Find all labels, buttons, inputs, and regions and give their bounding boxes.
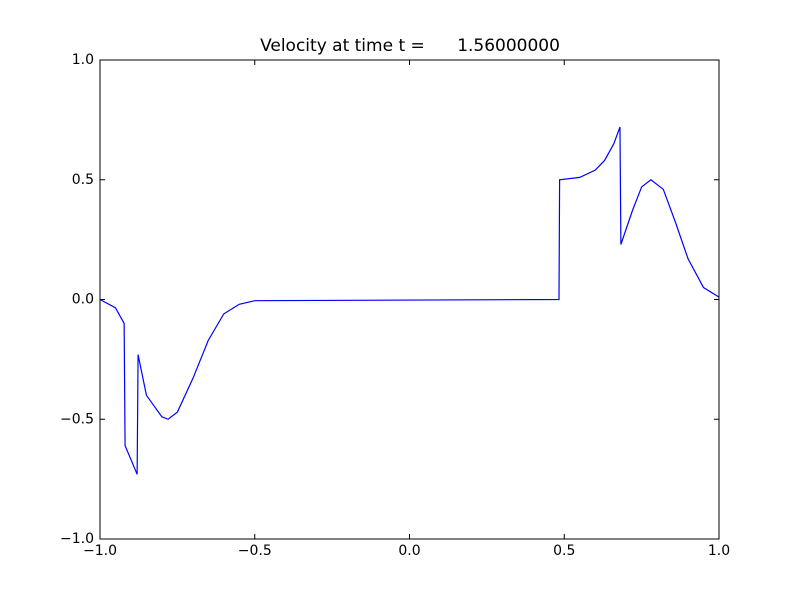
y-tick-label: −0.5 [60,411,94,427]
y-tick-label: 1.0 [72,52,94,68]
plot-frame [99,59,720,540]
x-tick-label: 0.5 [553,543,575,559]
chart-title: Velocity at time t = 1.56000000 [260,36,560,56]
x-tick-label: 1.0 [708,543,730,559]
x-tick-label: −0.5 [238,543,272,559]
y-tick-label: −1.0 [60,531,94,547]
y-tick-label: 0.0 [72,292,94,308]
x-tick-label: −1.0 [83,543,117,559]
data-line [99,126,720,475]
y-tick-label: 0.5 [72,172,94,188]
x-tick-label: 0.0 [398,543,420,559]
